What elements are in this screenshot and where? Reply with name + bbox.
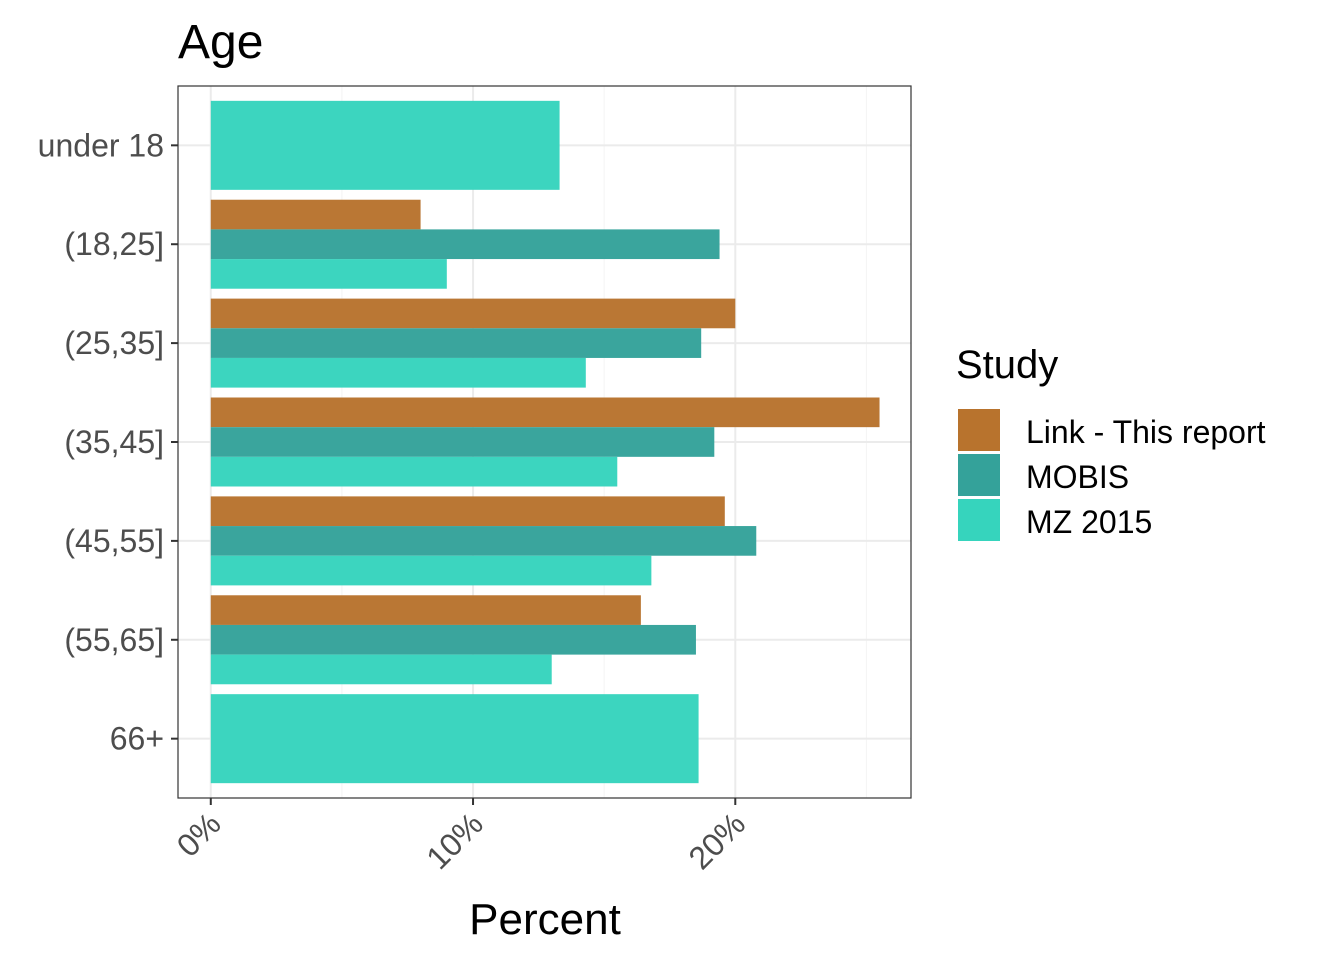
bar	[210, 259, 447, 289]
bar	[210, 555, 652, 586]
chart-title: Age	[178, 16, 263, 69]
bar	[210, 298, 736, 329]
bar	[210, 229, 720, 260]
bar	[210, 456, 618, 487]
y-tick-label: (25,35]	[64, 325, 164, 361]
bar	[210, 624, 696, 655]
bar	[210, 694, 699, 784]
bar	[210, 427, 715, 457]
legend: Study Link - This report MOBIS MZ 2015	[956, 343, 1266, 541]
bar	[210, 100, 560, 190]
x-tick-label: 0%	[170, 805, 228, 863]
legend-title: Study	[956, 343, 1058, 387]
bar	[210, 397, 880, 428]
bars	[210, 100, 880, 784]
y-tick-label: (35,45]	[64, 424, 164, 460]
y-tick-label: 66+	[110, 721, 164, 757]
x-axis-title: Percent	[469, 895, 621, 944]
bar	[210, 654, 552, 685]
y-tick-label: under 18	[38, 127, 164, 163]
x-tick-label: 10%	[419, 805, 490, 876]
legend-swatch	[958, 499, 1000, 541]
legend-swatch	[958, 409, 1000, 451]
bar	[210, 328, 702, 358]
x-tick-label: 20%	[681, 805, 752, 876]
bar	[210, 526, 757, 556]
legend-label: Link - This report	[1026, 414, 1266, 450]
bar	[210, 595, 641, 625]
legend-label: MOBIS	[1026, 459, 1129, 495]
bar	[210, 199, 421, 230]
bar	[210, 496, 725, 527]
legend-label: MZ 2015	[1026, 504, 1152, 540]
y-tick-label: (45,55]	[64, 523, 164, 559]
legend-items: Link - This report MOBIS MZ 2015	[958, 409, 1266, 541]
bar	[210, 357, 586, 388]
y-axis: under 18 (18,25] (25,35] (35,45] (45,55] (55,…	[38, 127, 178, 757]
y-tick-label: (55,65]	[64, 622, 164, 658]
x-axis: 0% 10% 20%	[170, 798, 752, 876]
legend-swatch	[958, 454, 1000, 496]
y-tick-label: (18,25]	[64, 226, 164, 262]
